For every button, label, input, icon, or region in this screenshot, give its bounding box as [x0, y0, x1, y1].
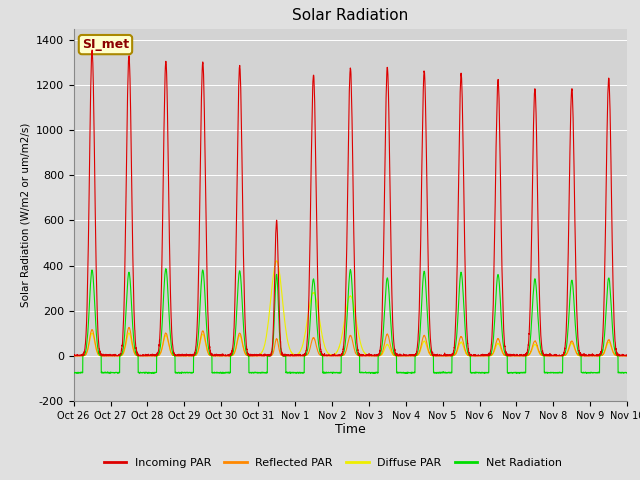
Legend: Incoming PAR, Reflected PAR, Diffuse PAR, Net Radiation: Incoming PAR, Reflected PAR, Diffuse PAR… — [99, 453, 566, 472]
Y-axis label: Solar Radiation (W/m2 or um/m2/s): Solar Radiation (W/m2 or um/m2/s) — [20, 122, 30, 307]
Text: SI_met: SI_met — [82, 38, 129, 51]
Title: Solar Radiation: Solar Radiation — [292, 9, 408, 24]
X-axis label: Time: Time — [335, 423, 366, 436]
